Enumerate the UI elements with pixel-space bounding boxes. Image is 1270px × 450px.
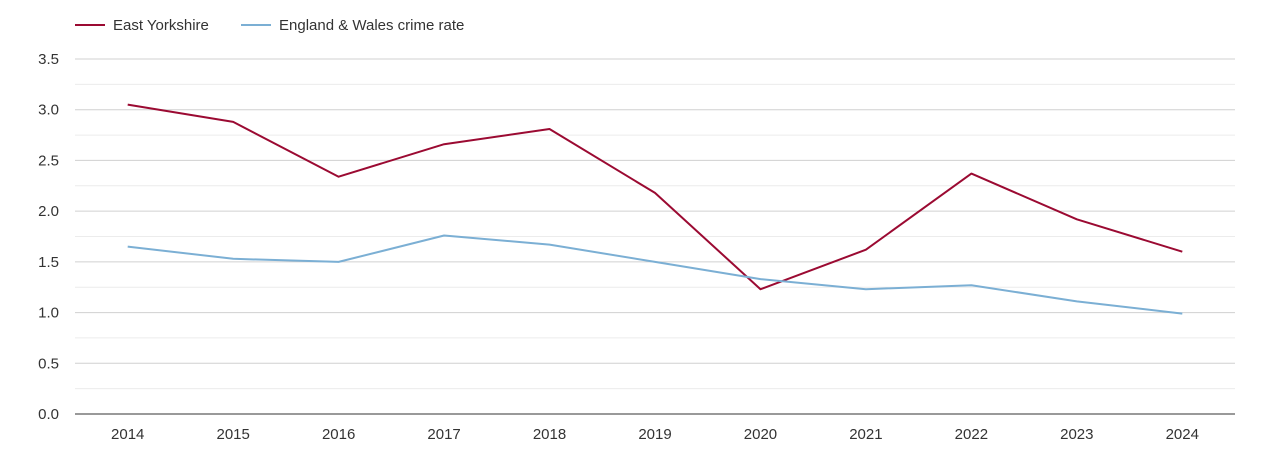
y-tick-label: 0.0 xyxy=(38,406,59,423)
y-tick-label: 1.5 xyxy=(38,254,59,271)
x-tick-label: 2022 xyxy=(955,426,988,443)
y-tick-label: 1.0 xyxy=(38,305,59,322)
y-tick-label: 2.5 xyxy=(38,152,59,169)
y-tick-label: 2.0 xyxy=(38,203,59,220)
x-tick-label: 2014 xyxy=(111,426,144,443)
x-tick-label: 2021 xyxy=(849,426,882,443)
legend-item-east-yorkshire[interactable]: East Yorkshire xyxy=(75,17,209,34)
y-tick-label: 3.0 xyxy=(38,102,59,119)
series-line-east-yorkshire xyxy=(127,103,1183,291)
y-tick-label: 3.5 xyxy=(38,51,59,68)
x-axis: 2014 2015 2016 2017 2018 2019 2020 2021 2022 2023… xyxy=(75,413,1235,443)
x-tick-label: 2024 xyxy=(1166,426,1199,443)
legend-label-east-yorkshire: East Yorkshire xyxy=(113,17,209,34)
x-tick-label: 2023 xyxy=(1060,426,1093,443)
legend: East Yorkshire England & Wales crime rat… xyxy=(75,17,464,34)
gridlines xyxy=(75,58,1235,390)
x-tick-label: 2016 xyxy=(322,426,355,443)
series-line-england-wales xyxy=(127,234,1183,315)
y-tick-label: 0.5 xyxy=(38,355,59,372)
x-tick-label: 2020 xyxy=(744,426,777,443)
y-axis: 0.0 0.5 1.0 1.5 2.0 2.5 3.0 3.5 xyxy=(38,51,59,423)
x-tick-label: 2018 xyxy=(533,426,566,443)
series-lines xyxy=(127,103,1183,315)
x-tick-label: 2017 xyxy=(427,426,460,443)
x-tick-label: 2019 xyxy=(638,426,671,443)
legend-item-england-wales[interactable]: England & Wales crime rate xyxy=(241,17,464,34)
x-tick-label: 2015 xyxy=(216,426,249,443)
legend-label-england-wales: England & Wales crime rate xyxy=(279,17,464,34)
